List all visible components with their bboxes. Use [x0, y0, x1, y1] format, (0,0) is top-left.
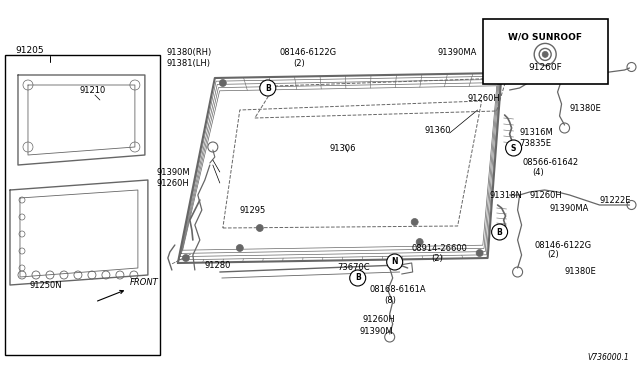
Text: B: B [497, 228, 502, 237]
Circle shape [542, 51, 548, 57]
Text: 91250N: 91250N [30, 280, 63, 289]
Text: 91381(LH): 91381(LH) [167, 58, 211, 67]
Circle shape [416, 238, 423, 246]
Text: 73670C: 73670C [338, 263, 371, 273]
Text: S: S [511, 144, 516, 153]
Text: B: B [265, 83, 271, 93]
Text: (2): (2) [431, 253, 444, 263]
Text: 08146-6122G: 08146-6122G [534, 241, 592, 250]
Bar [5, 55, 160, 355]
Circle shape [411, 218, 418, 225]
Circle shape [260, 80, 276, 96]
Text: N: N [392, 257, 398, 266]
Circle shape [387, 254, 403, 270]
Text: 91380E: 91380E [564, 267, 596, 276]
Text: (2): (2) [292, 58, 305, 67]
Text: 91260H: 91260H [529, 190, 563, 199]
Text: (2): (2) [548, 250, 559, 260]
Text: 91390MA: 91390MA [438, 48, 477, 57]
Text: 08566-61642: 08566-61642 [523, 157, 579, 167]
Text: 91280: 91280 [205, 260, 231, 269]
Text: 08914-26600: 08914-26600 [412, 244, 468, 253]
Text: FRONT: FRONT [97, 278, 159, 301]
Bar [483, 19, 607, 84]
Circle shape [506, 140, 522, 156]
Text: 91295: 91295 [240, 205, 266, 215]
Text: 08146-6122G: 08146-6122G [280, 48, 337, 57]
Text: 91260H: 91260H [468, 93, 500, 103]
Text: 91260H: 91260H [157, 179, 189, 187]
Text: 73835E: 73835E [520, 138, 552, 148]
Circle shape [182, 254, 189, 262]
Text: V736000.1: V736000.1 [588, 353, 630, 362]
Circle shape [236, 244, 243, 251]
Text: 91210: 91210 [80, 86, 106, 94]
Text: (8): (8) [385, 295, 397, 305]
Text: 91222E: 91222E [600, 196, 631, 205]
Text: (4): (4) [532, 167, 545, 176]
Circle shape [220, 80, 227, 87]
Circle shape [492, 224, 508, 240]
Circle shape [490, 74, 497, 81]
Text: 91390M: 91390M [360, 327, 394, 337]
Text: 91260F: 91260F [528, 63, 562, 72]
Text: 91390MA: 91390MA [550, 203, 589, 212]
Text: 91380E: 91380E [570, 103, 602, 112]
Text: 91205: 91205 [15, 45, 44, 55]
Circle shape [256, 224, 263, 231]
Text: 91318N: 91318N [490, 190, 522, 199]
Circle shape [349, 270, 365, 286]
Text: 91390M: 91390M [157, 167, 191, 176]
Circle shape [476, 250, 483, 257]
Text: 91360: 91360 [425, 125, 451, 135]
Text: 91316M: 91316M [520, 128, 554, 137]
Text: 91380(RH): 91380(RH) [167, 48, 212, 57]
Text: W/O SUNROOF: W/O SUNROOF [508, 33, 582, 42]
Text: 91260H: 91260H [363, 315, 396, 324]
Text: 91306: 91306 [330, 144, 356, 153]
Text: B: B [355, 273, 360, 282]
Text: 08168-6161A: 08168-6161A [370, 285, 426, 295]
